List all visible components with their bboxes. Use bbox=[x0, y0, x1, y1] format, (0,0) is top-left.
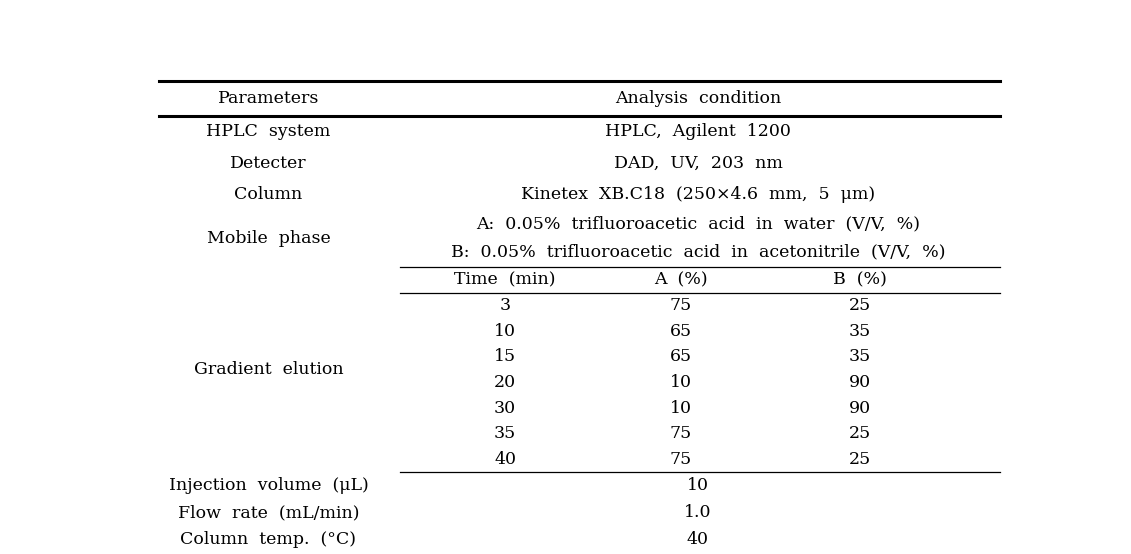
Text: HPLC,  Agilent  1200: HPLC, Agilent 1200 bbox=[605, 124, 791, 141]
Text: A  (%): A (%) bbox=[654, 271, 707, 288]
Text: 35: 35 bbox=[849, 323, 871, 340]
Text: 15: 15 bbox=[494, 348, 516, 366]
Text: HPLC  system: HPLC system bbox=[206, 124, 330, 141]
Text: 75: 75 bbox=[670, 451, 691, 468]
Text: 65: 65 bbox=[670, 323, 691, 340]
Text: 90: 90 bbox=[849, 399, 871, 417]
Text: 1.0: 1.0 bbox=[684, 504, 711, 521]
Text: 75: 75 bbox=[670, 425, 691, 442]
Text: 25: 25 bbox=[849, 425, 871, 442]
Text: 10: 10 bbox=[670, 374, 691, 391]
Text: Injection  volume  (μL): Injection volume (μL) bbox=[169, 477, 369, 494]
Text: DAD,  UV,  203  nm: DAD, UV, 203 nm bbox=[613, 155, 783, 172]
Text: B:  0.05%  trifluoroacetic  acid  in  acetonitrile  (V/V,  %): B: 0.05% trifluoroacetic acid in acetoni… bbox=[451, 244, 946, 260]
Text: 75: 75 bbox=[670, 297, 691, 314]
Text: Parameters: Parameters bbox=[218, 90, 319, 107]
Text: 10: 10 bbox=[494, 323, 516, 340]
Text: 65: 65 bbox=[670, 348, 691, 366]
Text: 35: 35 bbox=[494, 425, 516, 442]
Text: Time  (min): Time (min) bbox=[455, 271, 555, 288]
Text: 10: 10 bbox=[687, 477, 709, 494]
Text: B  (%): B (%) bbox=[834, 271, 887, 288]
Text: 90: 90 bbox=[849, 374, 871, 391]
Text: 10: 10 bbox=[670, 399, 691, 417]
Text: 35: 35 bbox=[849, 348, 871, 366]
Text: Mobile  phase: Mobile phase bbox=[207, 230, 330, 247]
Text: Gradient  elution: Gradient elution bbox=[193, 361, 344, 378]
Text: Detecter: Detecter bbox=[231, 155, 307, 172]
Text: 25: 25 bbox=[849, 451, 871, 468]
Text: 40: 40 bbox=[494, 451, 516, 468]
Text: Column  temp.  (°C): Column temp. (°C) bbox=[181, 531, 356, 548]
Text: 40: 40 bbox=[687, 531, 709, 548]
Text: 3: 3 bbox=[500, 297, 511, 314]
Text: Analysis  condition: Analysis condition bbox=[615, 90, 782, 107]
Text: Kinetex  XB.C18  (250×4.6  mm,  5  μm): Kinetex XB.C18 (250×4.6 mm, 5 μm) bbox=[521, 186, 875, 203]
Text: 30: 30 bbox=[494, 399, 516, 417]
Text: A:  0.05%  trifluoroacetic  acid  in  water  (V/V,  %): A: 0.05% trifluoroacetic acid in water (… bbox=[476, 215, 920, 232]
Text: 20: 20 bbox=[494, 374, 516, 391]
Text: 25: 25 bbox=[849, 297, 871, 314]
Text: Flow  rate  (mL/min): Flow rate (mL/min) bbox=[178, 504, 360, 521]
Text: Column: Column bbox=[234, 186, 303, 203]
